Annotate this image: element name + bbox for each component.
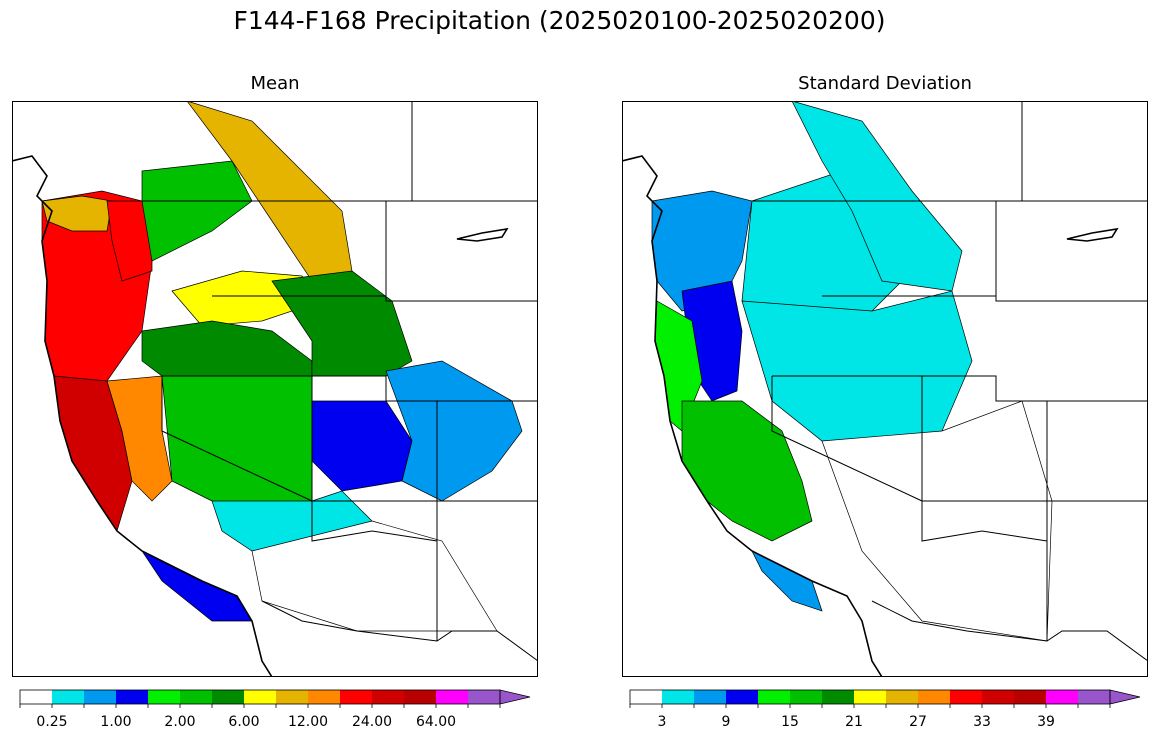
stddev-colorbar-segment bbox=[662, 690, 694, 704]
mean-colorbar-segment bbox=[212, 690, 244, 704]
stddev-colorbar-tick-label: 3 bbox=[658, 714, 667, 730]
stddev-colorbar: 3 9 15 21 27 33 39 bbox=[629, 689, 1141, 740]
stddev-colorbar-tick-label: 27 bbox=[909, 714, 927, 730]
stddev-colorbar-segment bbox=[918, 690, 950, 704]
stddev-colorbar-segment bbox=[950, 690, 982, 704]
mean-colorbar-segment bbox=[244, 690, 276, 704]
mean-map bbox=[12, 101, 538, 677]
mean-colorbar-tick-label: 64.00 bbox=[416, 714, 456, 730]
mean-colorbar-segment bbox=[468, 690, 500, 704]
mean-colorbar-segment bbox=[340, 690, 372, 704]
mean-colorbar-tick-label: 0.25 bbox=[36, 714, 67, 730]
mean-colorbar: 0.25 1.00 2.00 6.00 12.00 24.00 64.00 bbox=[19, 689, 531, 740]
mean-colorbar-tick-label: 24.00 bbox=[352, 714, 392, 730]
stddev-colorbar-segment bbox=[1078, 690, 1110, 704]
stddev-colorbar-segment bbox=[1014, 690, 1046, 704]
mean-region-colorado bbox=[385, 360, 523, 502]
figure-title: F144-F168 Precipitation (2025020100-2025… bbox=[233, 6, 886, 35]
stddev-colorbar-extend-arrow bbox=[1109, 689, 1141, 705]
mean-colorbar-segment bbox=[180, 690, 212, 704]
mean-colorbar-segment bbox=[84, 690, 116, 704]
mean-colorbar-segment bbox=[116, 690, 148, 704]
stddev-colorbar-tick-label: 9 bbox=[722, 714, 731, 730]
mean-colorbar-segment bbox=[20, 690, 52, 704]
mean-colorbar-segment bbox=[404, 690, 436, 704]
mean-colorbar-segment bbox=[52, 690, 84, 704]
stddev-colorbar-segment bbox=[822, 690, 854, 704]
mean-colorbar-tick-label: 1.00 bbox=[100, 714, 131, 730]
stddev-colorbar-tick-label: 15 bbox=[781, 714, 799, 730]
stddev-colorbar-tick-label: 21 bbox=[845, 714, 863, 730]
mean-colorbar-tick-label: 2.00 bbox=[164, 714, 195, 730]
stddev-colorbar-segment bbox=[982, 690, 1014, 704]
mean-colorbar-segment bbox=[276, 690, 308, 704]
stddev-colorbar-segment bbox=[790, 690, 822, 704]
stddev-colorbar-segment bbox=[1046, 690, 1078, 704]
stddev-colorbar-segment bbox=[758, 690, 790, 704]
mean-colorbar-segment bbox=[372, 690, 404, 704]
mean-colorbar-tick-label: 12.00 bbox=[288, 714, 328, 730]
stddev-colorbar-segment bbox=[886, 690, 918, 704]
stddev-colorbar-tick-label: 39 bbox=[1037, 714, 1055, 730]
stddev-colorbar-segment bbox=[630, 690, 662, 704]
mean-colorbar-segment bbox=[436, 690, 468, 704]
mean-colorbar-extend-arrow bbox=[499, 689, 531, 705]
mean-panel-title: Mean bbox=[250, 73, 300, 94]
mean-region-nw-washington bbox=[41, 195, 113, 232]
stddev-colorbar-segment bbox=[726, 690, 758, 704]
stddev-map bbox=[622, 101, 1148, 677]
mean-colorbar-tick-label: 6.00 bbox=[228, 714, 259, 730]
stddev-colorbar-segment bbox=[694, 690, 726, 704]
stddev-region-se-basins bbox=[821, 400, 1053, 642]
stddev-panel-title: Standard Deviation bbox=[798, 73, 972, 94]
stddev-colorbar-segment bbox=[854, 690, 886, 704]
mean-colorbar-segment bbox=[308, 690, 340, 704]
mean-colorbar-segment bbox=[148, 690, 180, 704]
stddev-colorbar-tick-label: 33 bbox=[973, 714, 991, 730]
